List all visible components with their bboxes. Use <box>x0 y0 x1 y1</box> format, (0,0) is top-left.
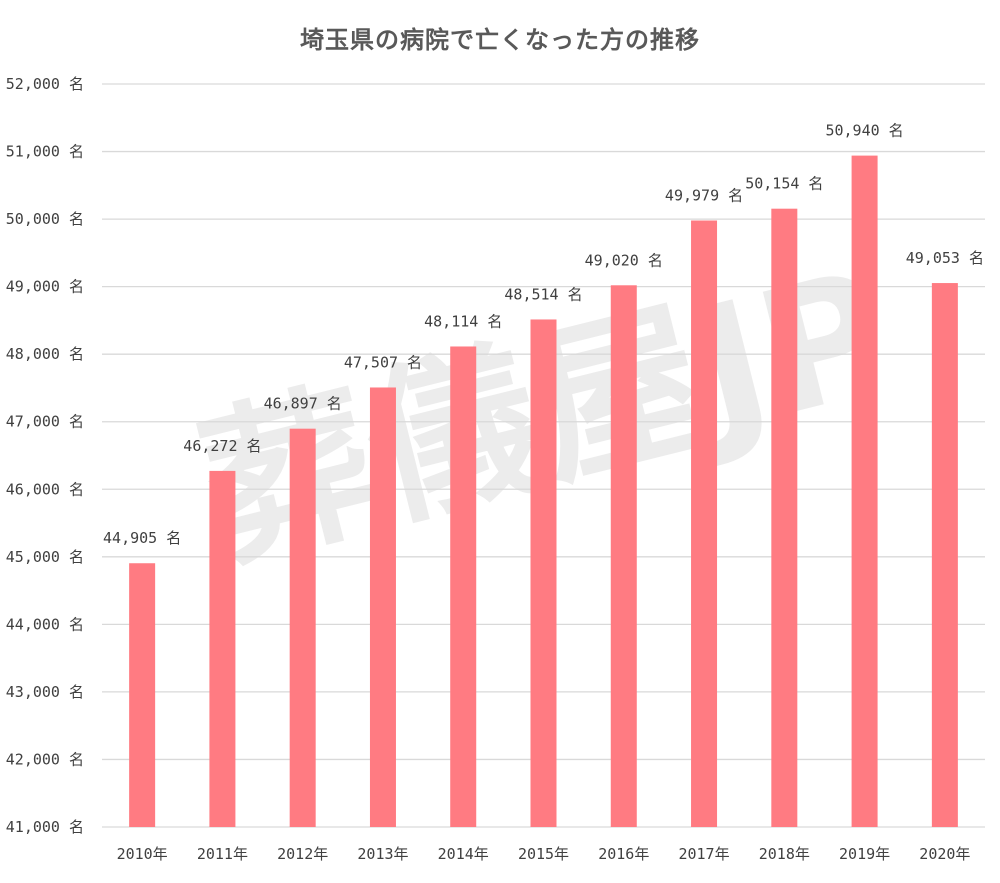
data-label: 49,053 名 <box>906 249 984 267</box>
bar-2017年 <box>691 220 718 827</box>
data-label: 49,020 名 <box>585 251 663 269</box>
y-axis-tick-labels: 41,000 名 42,000 名 43,000 名 44,000 名 45,000 名… <box>6 75 84 836</box>
x-category-label: 2015年 <box>518 845 569 863</box>
x-category-label: 2012年 <box>277 845 328 863</box>
x-category-label: 2010年 <box>117 845 168 863</box>
bar-2015年 <box>530 319 557 827</box>
x-category-label: 2013年 <box>357 845 408 863</box>
bar-2011年 <box>209 470 236 827</box>
bar-2010年 <box>129 563 156 827</box>
data-labels: 44,905 名 46,272 名 46,897 名 47,507 名 48,114 名… <box>103 122 984 548</box>
data-label: 49,979 名 <box>665 187 743 205</box>
x-axis-category-labels: 2010年 2011年 2012年 2013年 2014年 2015年 2016年 2017年… <box>117 845 971 863</box>
y-tick-label: 50,000 名 <box>6 210 84 228</box>
y-tick-label: 43,000 名 <box>6 683 84 701</box>
y-tick-label: 48,000 名 <box>6 345 84 363</box>
data-label: 46,272 名 <box>183 437 261 455</box>
bar-2020年 <box>931 283 958 827</box>
bar-2019年 <box>851 155 878 828</box>
y-tick-label: 45,000 名 <box>6 548 84 566</box>
y-tick-label: 51,000 名 <box>6 143 84 161</box>
y-tick-label: 52,000 名 <box>6 75 84 93</box>
bar-2016年 <box>610 285 637 827</box>
bar-2014年 <box>450 346 477 827</box>
y-tick-label: 46,000 名 <box>6 480 84 498</box>
bars <box>129 155 958 828</box>
data-label: 47,507 名 <box>344 353 422 371</box>
bar-2013年 <box>369 387 396 827</box>
data-label: 48,114 名 <box>424 312 502 330</box>
bar-2018年 <box>771 208 798 827</box>
y-tick-label: 49,000 名 <box>6 278 84 296</box>
data-label: 50,154 名 <box>745 175 823 193</box>
data-label: 46,897 名 <box>264 395 342 413</box>
y-tick-label: 47,000 名 <box>6 413 84 431</box>
x-category-label: 2018年 <box>759 845 810 863</box>
y-tick-label: 41,000 名 <box>6 818 84 836</box>
x-category-label: 2016年 <box>598 845 649 863</box>
y-tick-label: 42,000 名 <box>6 750 84 768</box>
x-category-label: 2011年 <box>197 845 248 863</box>
x-category-label: 2014年 <box>438 845 489 863</box>
x-category-label: 2017年 <box>678 845 729 863</box>
bar-2012年 <box>289 428 316 827</box>
chart-title: 埼玉県の病院で亡くなった方の推移 <box>300 26 700 54</box>
x-category-label: 2019年 <box>839 845 890 863</box>
data-label: 44,905 名 <box>103 529 181 547</box>
y-tick-label: 44,000 名 <box>6 615 84 633</box>
data-label: 50,940 名 <box>825 122 903 140</box>
x-category-label: 2020年 <box>919 845 970 863</box>
data-label: 48,514 名 <box>504 285 582 303</box>
